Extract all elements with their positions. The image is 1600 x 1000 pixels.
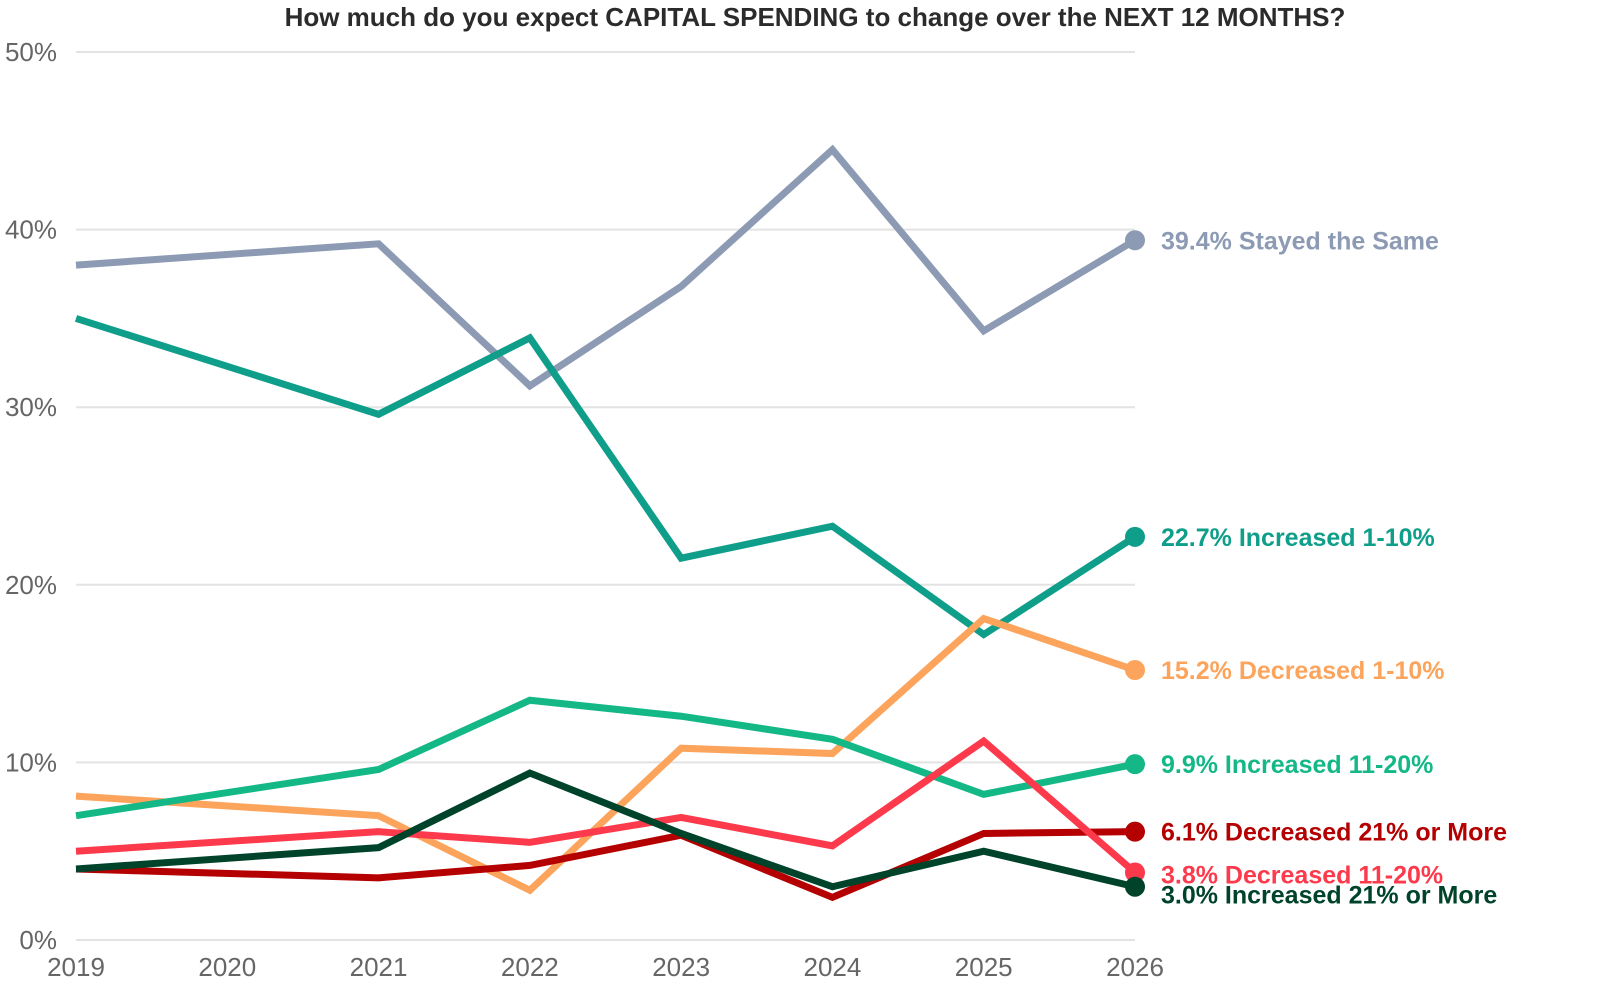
series-line-stayed-the-same <box>75 144 1137 391</box>
end-marker-increased-11-20pct <box>1125 754 1145 775</box>
end-marker-increased-1-10pct <box>1125 526 1145 547</box>
series-line-increased-11-20pct <box>75 696 1136 820</box>
end-marker-decreased-21pct-or-more <box>1125 821 1145 842</box>
y-tick-label: 20% <box>5 570 57 600</box>
x-tick-label: 2019 <box>47 952 105 982</box>
end-marker-decreased-1-10pct <box>1125 660 1145 681</box>
x-tick-label: 2021 <box>350 952 408 982</box>
x-tick-label: 2022 <box>501 952 559 982</box>
end-marker-decreased-11-20pct <box>1125 862 1145 883</box>
end-label-decreased-1-10pct: 15.2% Decreased 1-10% <box>1161 657 1445 685</box>
y-tick-label: 10% <box>5 747 57 777</box>
series-lines <box>74 144 1145 902</box>
x-tick-label: 2026 <box>1106 952 1164 982</box>
gridlines <box>76 51 1135 941</box>
y-tick-label: 0% <box>19 925 57 955</box>
x-tick-label: 2025 <box>955 952 1013 982</box>
end-label-increased-11-20pct: 9.9% Increased 11-20% <box>1161 751 1433 779</box>
y-tick-label: 50% <box>5 37 57 67</box>
x-tick-label: 2024 <box>804 952 862 982</box>
x-axis-ticks: 2019 2020 2021 2022 2023 2024 2025 2026 <box>47 952 1164 982</box>
series-line-increased-1-10pct <box>74 315 1137 639</box>
end-label-decreased-21pct-or-more: 6.1% Decreased 21% or More <box>1161 819 1507 847</box>
end-labels: 39.4% Stayed the Same 22.7% Increased 1-1… <box>1161 227 1507 909</box>
end-label-increased-1-10pct: 22.7% Increased 1-10% <box>1161 524 1435 552</box>
chart-title: How much do you expect CAPITAL SPENDING … <box>284 2 1346 32</box>
end-marker-increased-21pct-or-more <box>1125 876 1145 897</box>
end-label-stayed-the-same: 39.4% Stayed the Same <box>1161 227 1439 255</box>
end-label-increased-21pct-or-more: 3.0% Increased 21% or More <box>1161 882 1497 910</box>
x-tick-label: 2020 <box>198 952 256 982</box>
end-label-decreased-11-20pct: 3.8% Decreased 11-20% <box>1161 862 1443 890</box>
end-marker-stayed-the-same <box>1125 230 1145 251</box>
y-tick-label: 30% <box>5 392 57 422</box>
x-tick-label: 2023 <box>652 952 710 982</box>
y-tick-label: 40% <box>5 215 57 245</box>
y-axis-ticks: 0% 10% 20% 30% 40% 50% <box>5 37 57 955</box>
